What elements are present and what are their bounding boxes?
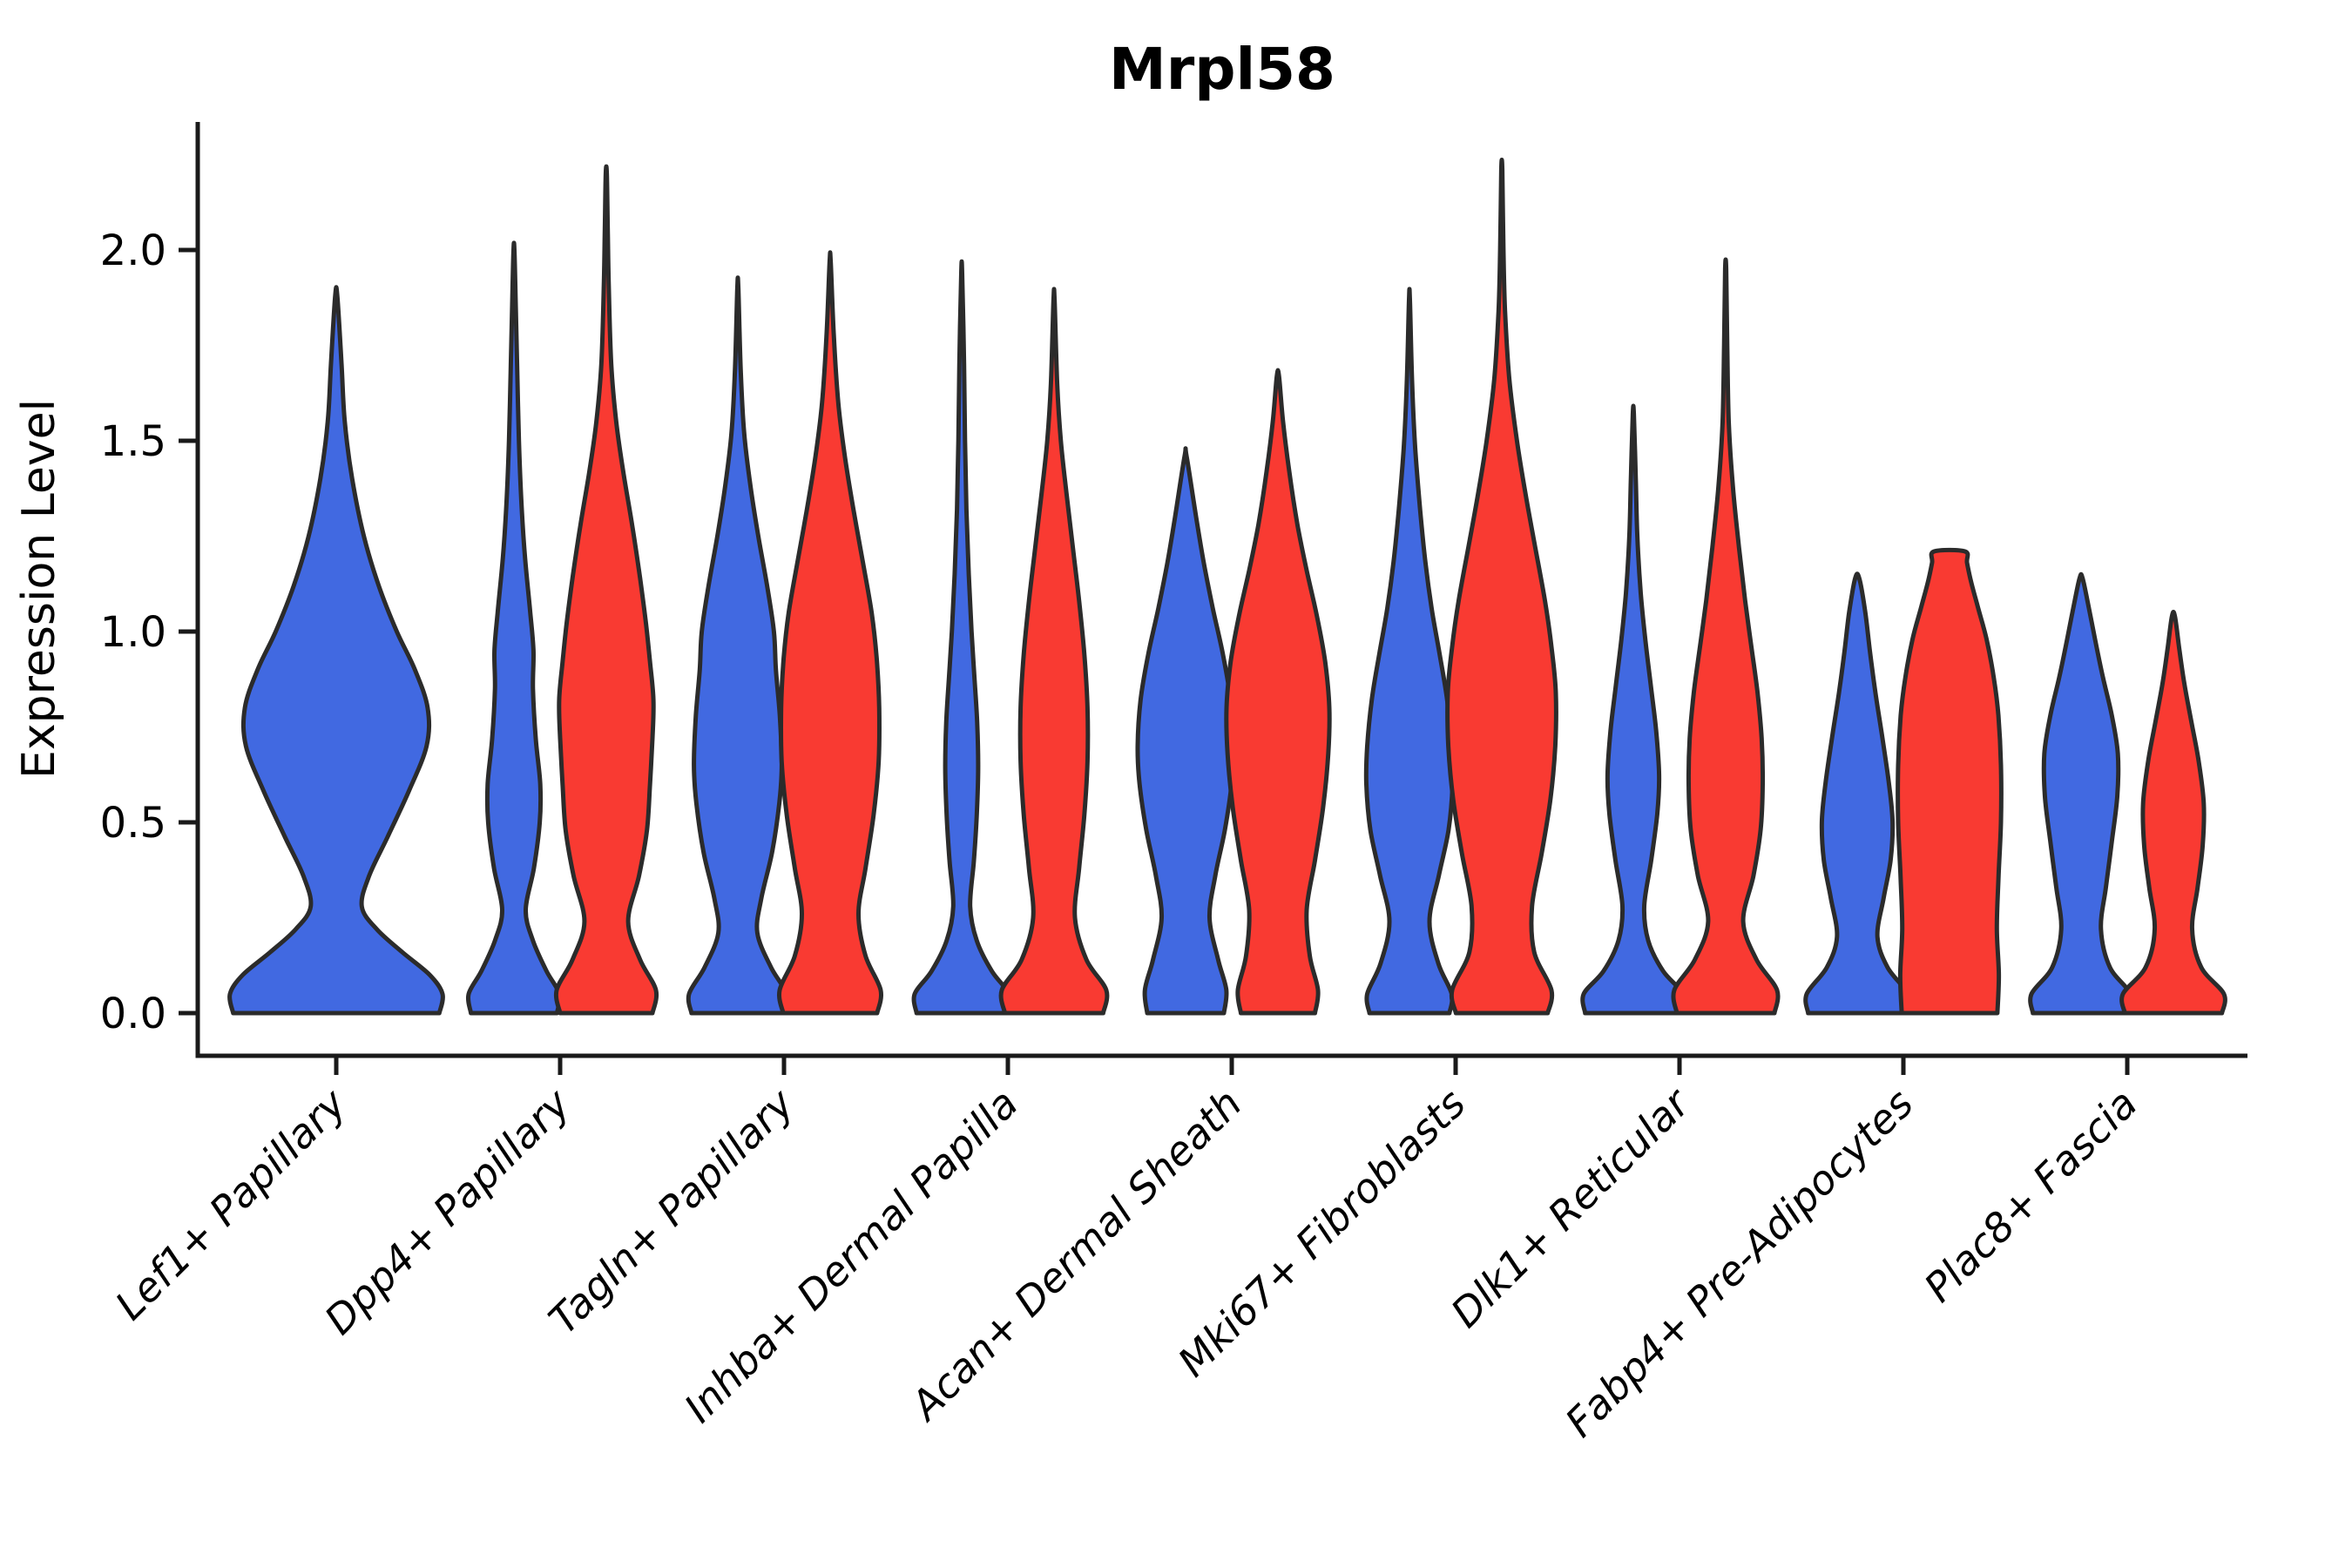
chart-title: Mrpl58 <box>1109 36 1335 103</box>
axes-layer <box>179 122 2247 1075</box>
violin-red <box>553 164 659 1016</box>
y-tick-label: 0.5 <box>100 799 166 848</box>
y-tick-label: 2.0 <box>100 226 166 275</box>
violin-red <box>1896 547 2004 1016</box>
y-axis-label: Expression Level <box>13 399 65 779</box>
violin-red <box>777 250 883 1016</box>
y-tick-label: 0.0 <box>100 990 166 1038</box>
violin-red <box>2119 610 2227 1016</box>
x-tick-label: Lef1+ Papillary <box>106 1079 355 1328</box>
violin-red <box>998 287 1110 1016</box>
x-tick-label: Dpp4+ Papillary <box>315 1079 579 1343</box>
violin-red <box>1224 368 1332 1016</box>
violin-blue <box>686 275 790 1016</box>
violin-blue <box>227 285 445 1016</box>
axis-spines <box>195 122 2247 1058</box>
violin-blue <box>1363 287 1456 1016</box>
violin-blue <box>911 259 1012 1016</box>
y-tick-label: 1.0 <box>100 608 166 657</box>
x-tick-label: Tagln+ Papillary <box>539 1079 803 1343</box>
violin-blue <box>1135 446 1236 1016</box>
violin-blue <box>2028 571 2134 1016</box>
violin-blue <box>466 240 562 1016</box>
violin-blue <box>1580 403 1686 1016</box>
violin-red <box>1671 257 1781 1016</box>
x-tick-label: Plac8+ Fascia <box>1915 1080 2146 1311</box>
violin-blue <box>1803 571 1911 1016</box>
violins-layer <box>227 158 2227 1016</box>
x-tick-label: Dlk1+ Reticular <box>1442 1078 1700 1336</box>
y-tick-label: 1.5 <box>100 417 166 466</box>
violin-red <box>1445 158 1558 1016</box>
